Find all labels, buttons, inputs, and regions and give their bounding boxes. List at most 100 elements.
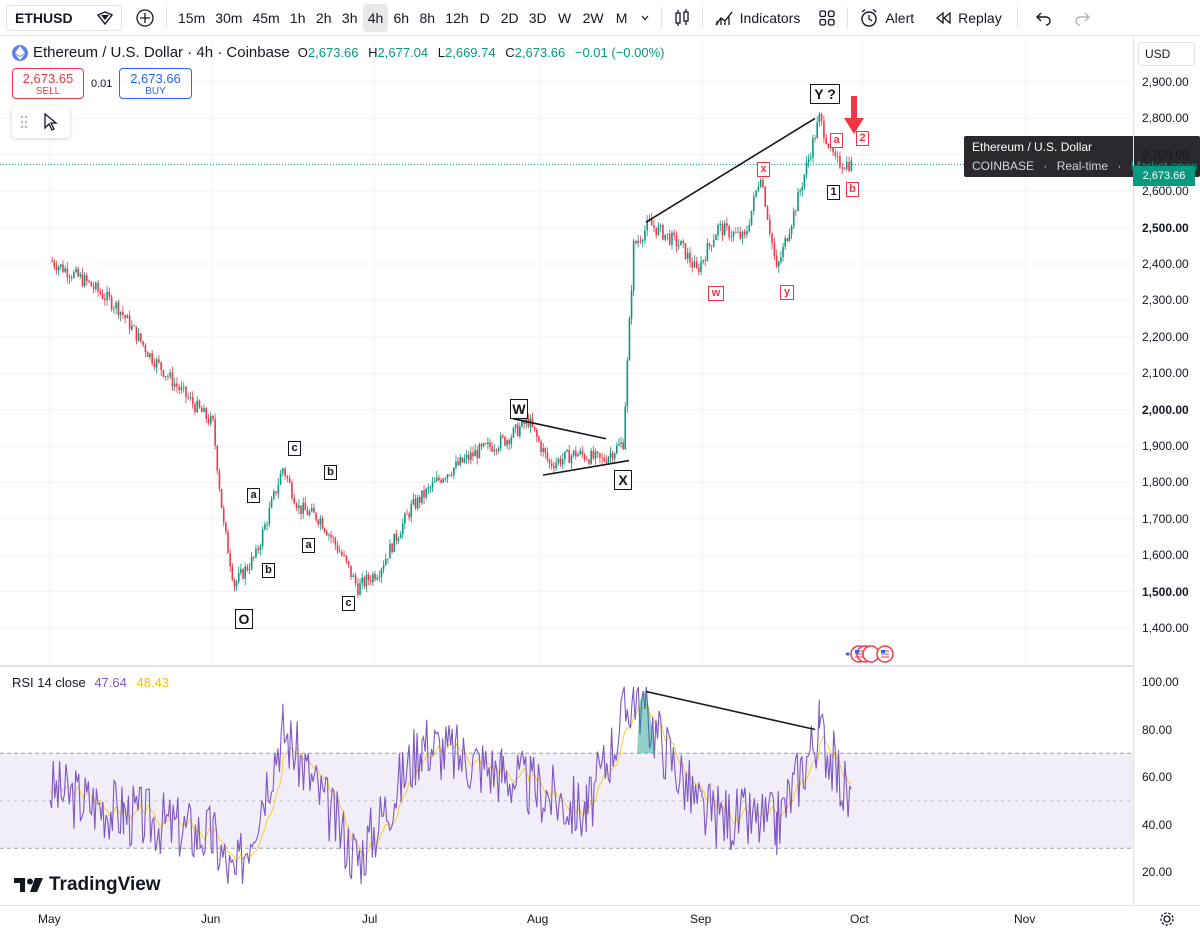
interval-8h[interactable]: 8h	[419, 9, 436, 26]
sell-button[interactable]: 2,673.65 SELL	[12, 68, 84, 99]
candle-body	[205, 408, 208, 419]
wave-label-c[interactable]: c	[288, 441, 301, 456]
price-chart[interactable]	[0, 37, 1133, 665]
indicators-button[interactable]: Indicators	[709, 4, 806, 32]
candle-body	[693, 261, 696, 268]
price-tick-label: 2,200.00	[1142, 329, 1189, 344]
candle-body	[330, 534, 332, 538]
symbol-search[interactable]: ETHUSD	[6, 4, 122, 31]
wave-label-1[interactable]: 1	[827, 185, 840, 200]
candle-body	[839, 156, 841, 168]
economic-events-marker[interactable]	[843, 644, 899, 664]
wave-label-b[interactable]: b	[324, 465, 337, 480]
candle-body	[702, 260, 704, 262]
open-key: O	[297, 45, 308, 60]
interval-2h[interactable]: 2h	[315, 9, 332, 26]
candle-body	[68, 277, 71, 278]
candle-body	[343, 555, 345, 557]
rsi-label[interactable]: RSI 14 close	[12, 675, 86, 690]
candle-body	[581, 450, 584, 455]
wave-label-w[interactable]: W	[510, 399, 528, 419]
interval-15m[interactable]: 15m	[178, 9, 206, 26]
wave-label-o[interactable]: O	[235, 609, 253, 629]
interval-2W[interactable]: 2W	[582, 9, 604, 26]
wave-label-c[interactable]: c	[342, 596, 355, 611]
interval-4h[interactable]: 4h	[362, 3, 389, 32]
candle-body	[266, 524, 268, 525]
replay-button[interactable]: Replay	[929, 4, 1007, 32]
candle-body	[300, 505, 302, 514]
wave-label-a[interactable]: a	[302, 538, 315, 553]
candle-body	[162, 370, 165, 377]
candle-body	[284, 468, 286, 477]
high-value: 2,677.04	[377, 45, 429, 60]
compare-add-button[interactable]	[130, 4, 160, 32]
candle-body	[218, 470, 221, 489]
cursor-arrow-icon[interactable]	[43, 113, 59, 131]
price-scale[interactable]: 2,900.00 2,800.00 2,700.00 2,600.00 2,500.00…	[1133, 37, 1200, 905]
candle-body	[196, 400, 199, 412]
rsi-pane[interactable]	[0, 667, 1133, 905]
redo-button[interactable]	[1068, 4, 1096, 32]
candle-body	[818, 113, 821, 123]
tradingview-logo[interactable]: TradingView	[14, 874, 161, 896]
wave-label-b[interactable]: b	[262, 563, 275, 578]
candle-body	[395, 533, 398, 541]
wave-label-a[interactable]: a	[247, 488, 260, 503]
interval-dropdown-button[interactable]	[635, 4, 655, 32]
wave-label-y-minor[interactable]: y	[780, 285, 794, 300]
alert-button[interactable]: Alert	[854, 4, 919, 32]
interval-12h[interactable]: 12h	[445, 9, 469, 26]
buy-button[interactable]: 2,673.66 BUY	[119, 68, 192, 99]
rsi-tick-label: 20.00	[1142, 865, 1173, 879]
interval-M[interactable]: M	[615, 9, 628, 26]
undo-button[interactable]	[1030, 4, 1058, 32]
watchlist-icon[interactable]	[97, 10, 113, 25]
candle-body	[99, 291, 102, 294]
interval-W[interactable]: W	[558, 9, 572, 26]
candle-body	[227, 531, 229, 554]
candle-body	[568, 450, 571, 464]
interval-1h[interactable]: 1h	[289, 9, 306, 26]
candle-body	[231, 566, 234, 580]
time-scale[interactable]: May Jun Jul Aug Sep Oct Nov	[0, 905, 1200, 931]
wave-label-a-minor[interactable]: a	[830, 133, 843, 148]
wave-label-2[interactable]: 2	[856, 131, 869, 146]
interval-45m[interactable]: 45m	[252, 9, 280, 26]
interval-D[interactable]: D	[479, 9, 490, 26]
wave-label-x-minor[interactable]: x	[757, 162, 770, 177]
down-arrow-marker[interactable]	[843, 96, 865, 136]
chart-type-button[interactable]	[668, 4, 696, 32]
candle-body	[843, 168, 846, 170]
chart-title[interactable]: Ethereum / U.S. Dollar · 4h · Coinbase	[33, 44, 290, 61]
wave-label-y-question[interactable]: Y ?	[810, 84, 840, 104]
drag-handle-icon[interactable]	[19, 114, 29, 130]
currency-button[interactable]: USD	[1138, 42, 1195, 66]
wave-label-x[interactable]: X	[614, 470, 632, 490]
buy-price: 2,673.66	[130, 71, 181, 86]
candle-body	[421, 490, 423, 503]
candle-body	[461, 457, 464, 463]
candle-body	[739, 231, 742, 239]
interval-3D[interactable]: 3D	[528, 9, 547, 26]
interval-3h[interactable]: 3h	[341, 9, 358, 26]
interval-6h[interactable]: 6h	[393, 9, 410, 26]
candle-body	[304, 502, 307, 511]
candle-body	[122, 311, 124, 316]
candle-body	[336, 544, 339, 552]
candle-body	[444, 478, 447, 480]
candle-body	[734, 232, 737, 233]
candle-body	[605, 460, 608, 463]
candle-body	[635, 241, 637, 244]
wave-label-b-minor[interactable]: b	[846, 182, 859, 197]
layouts-button[interactable]	[813, 4, 841, 32]
wave-label-w-minor[interactable]: w	[708, 286, 724, 301]
pane-separator[interactable]	[0, 665, 1133, 667]
candle-body	[279, 473, 282, 485]
candle-body	[671, 232, 673, 245]
candle-body	[194, 403, 196, 412]
interval-2D[interactable]: 2D	[500, 9, 519, 26]
settings-gear-icon[interactable]	[1159, 911, 1175, 927]
interval-30m[interactable]: 30m	[215, 9, 243, 26]
redo-icon	[1075, 12, 1090, 26]
